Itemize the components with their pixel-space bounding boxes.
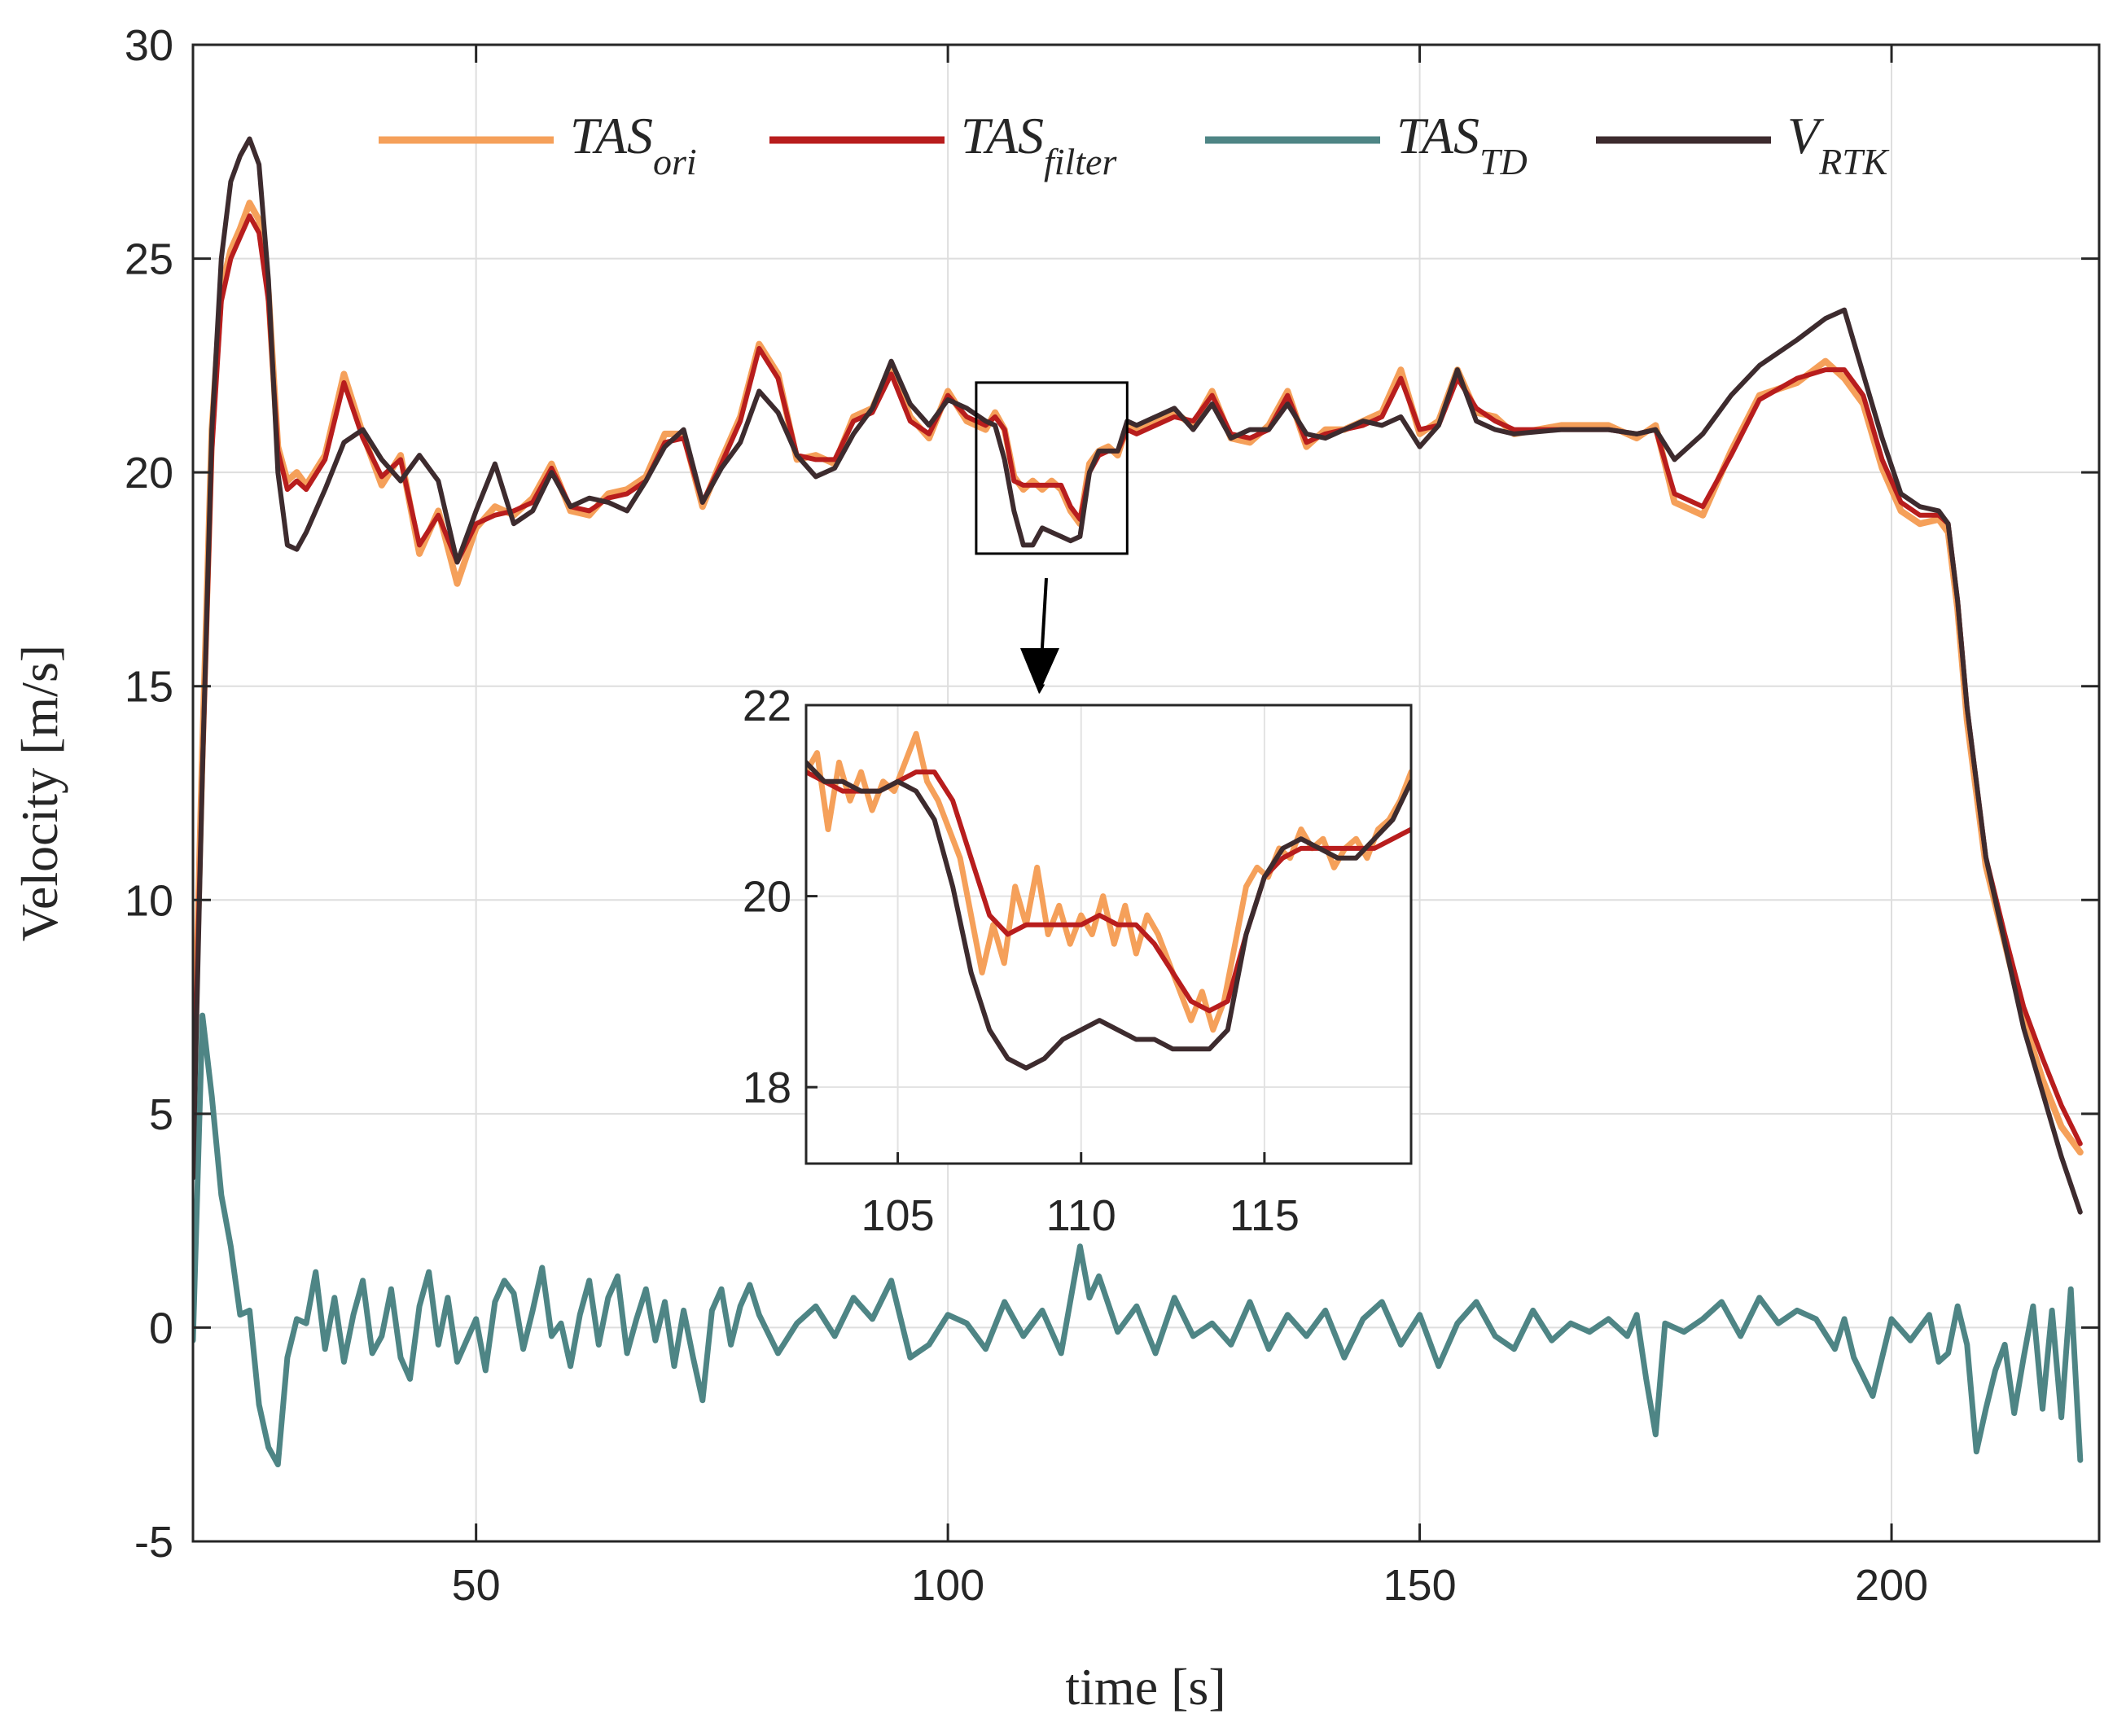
- x-axis-title: time [s]: [1065, 1658, 1225, 1716]
- y-tick-label: 0: [149, 1304, 173, 1352]
- inset-x-tick-label: 115: [1230, 1191, 1300, 1240]
- main-ticks: -5 0 5 10 15 20 25 30 50 100 150 200: [125, 21, 2099, 1610]
- inset-series-line-tas-filter: [806, 769, 1411, 1014]
- main-series: [193, 136, 2084, 1467]
- inset-x-tick-label: 105: [861, 1191, 935, 1240]
- legend-label-main: TAS: [1396, 107, 1479, 164]
- legend-label-subscript: ori: [653, 141, 697, 182]
- y-tick-label: 20: [125, 449, 173, 498]
- x-tick-label: 100: [911, 1561, 984, 1610]
- legend-item-tas-filter: TASfilter: [769, 107, 1117, 182]
- legend-label-main: V: [1787, 107, 1825, 164]
- inset-background: [804, 704, 1413, 1165]
- inset-y-tick-label: 18: [743, 1063, 791, 1112]
- legend-label-main: TAS: [961, 107, 1044, 164]
- inset-ticks: 18 20 22 105 110 115: [743, 682, 1300, 1240]
- legend-item-tas-ori: TASori: [379, 107, 697, 182]
- x-tick-label: 150: [1383, 1561, 1457, 1610]
- y-tick-label: 5: [149, 1090, 173, 1139]
- inset-y-tick-label: 20: [743, 873, 791, 922]
- y-tick-label: 30: [125, 21, 173, 70]
- series-line-tas-filter: [193, 213, 2083, 1146]
- legend: TASori TASfilter TASTD VRTK: [379, 107, 1890, 182]
- legend-item-v-rtk: VRTK: [1596, 107, 1890, 182]
- y-tick-label: -5: [134, 1518, 173, 1567]
- legend-label-main: TAS: [570, 107, 653, 164]
- series-line-tas-td: [193, 1012, 2084, 1467]
- inset-x-tick-label: 110: [1046, 1191, 1116, 1240]
- inset-y-tick-label: 22: [743, 682, 791, 730]
- x-tick-label: 50: [452, 1561, 501, 1610]
- zoom-region-box: [975, 381, 1129, 555]
- legend-label-subscript: TD: [1479, 141, 1528, 182]
- x-tick-label: 200: [1855, 1561, 1928, 1610]
- y-axis-title: Velocity [m/s]: [11, 645, 68, 941]
- legend-label: TASTD: [1396, 107, 1528, 182]
- y-tick-label: 25: [125, 235, 173, 284]
- y-tick-label: 10: [125, 876, 173, 925]
- inset-frame: [804, 704, 1413, 1165]
- zoom-arrow-head: [1020, 648, 1059, 694]
- legend-label: VRTK: [1787, 107, 1890, 182]
- legend-label: TASfilter: [961, 107, 1117, 182]
- series-line-v-rtk: [193, 136, 2083, 1215]
- legend-label-subscript: filter: [1044, 141, 1118, 182]
- y-tick-label: 15: [125, 663, 173, 712]
- inset-series: [806, 730, 1411, 1071]
- legend-label: TASori: [570, 107, 697, 182]
- legend-label-subscript: RTK: [1818, 141, 1890, 182]
- legend-item-tas-td: TASTD: [1205, 107, 1528, 182]
- plot-frame: [191, 43, 2101, 1543]
- inset-series-line-v-rtk: [806, 760, 1411, 1071]
